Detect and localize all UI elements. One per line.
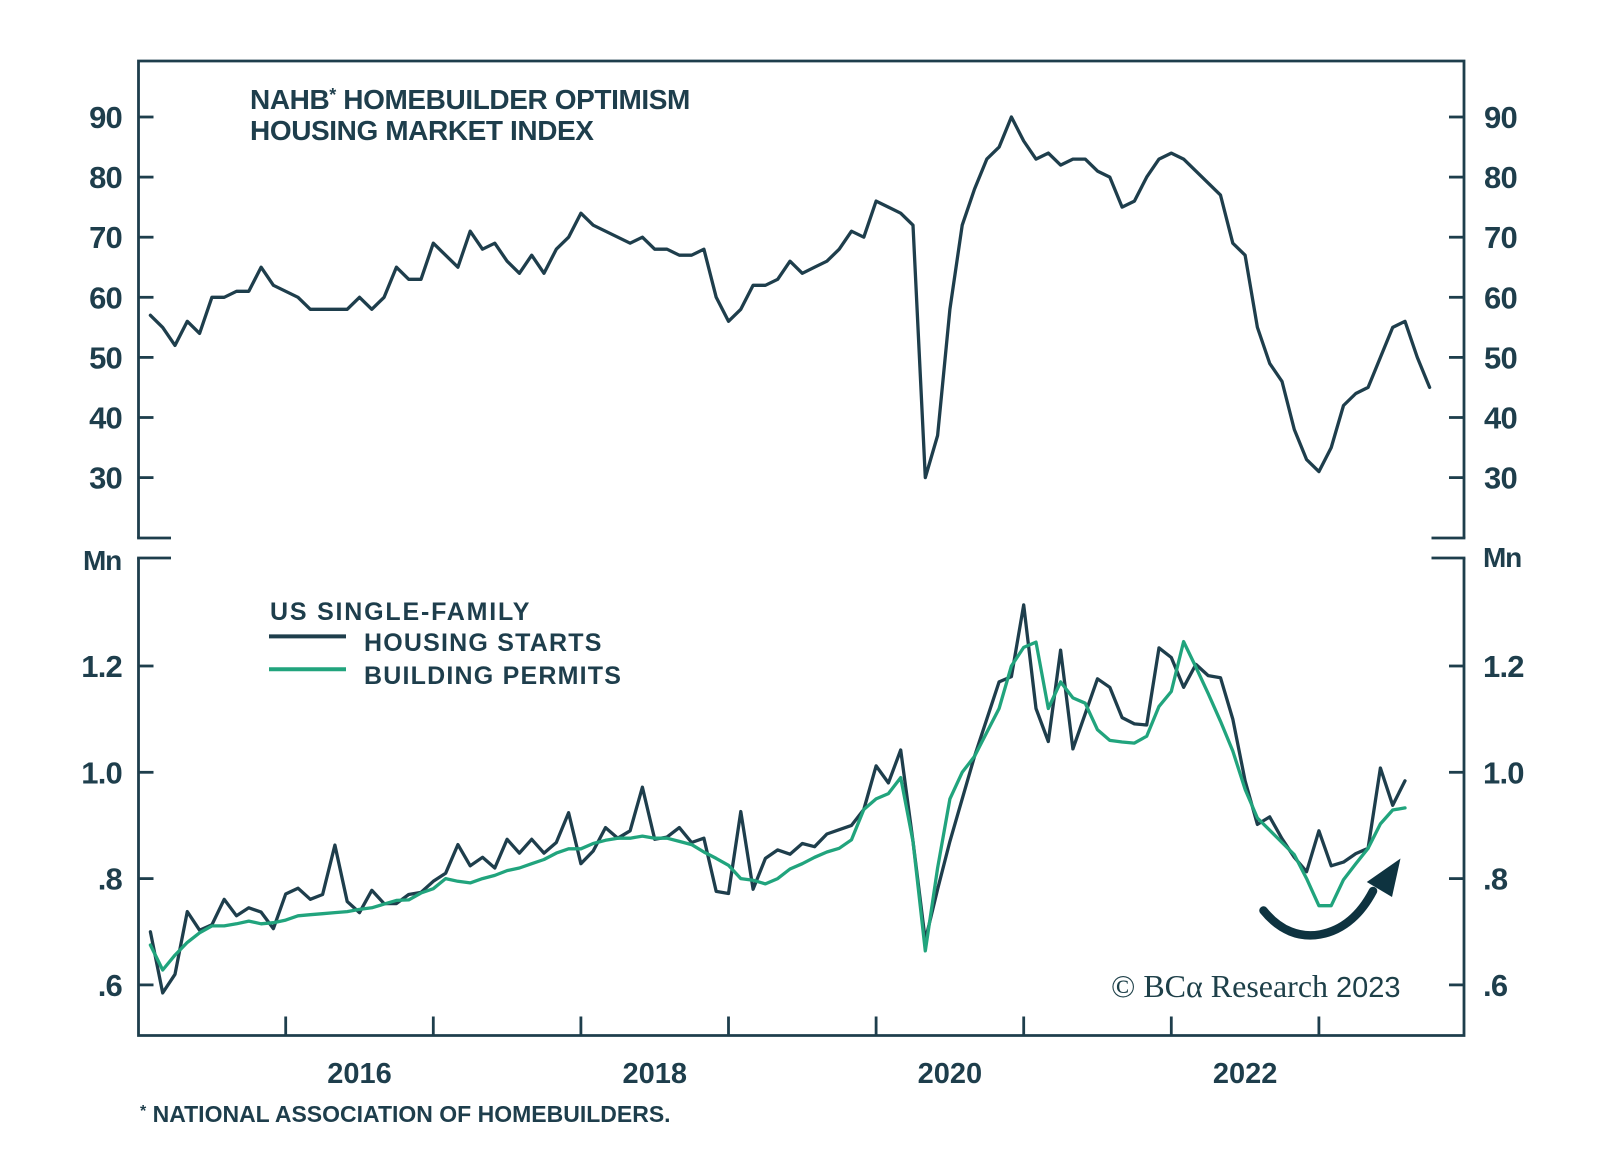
- svg-text:40: 40: [1484, 401, 1517, 436]
- svg-text:* NATIONAL ASSOCIATION OF HOME: * NATIONAL ASSOCIATION OF HOMEBUILDERS.: [140, 1101, 671, 1127]
- svg-text:Mn: Mn: [1483, 542, 1521, 573]
- svg-text:70: 70: [1484, 220, 1517, 255]
- svg-text:© BCα Research 2023: © BCα Research 2023: [1111, 968, 1401, 1004]
- svg-text:HOUSING STARTS: HOUSING STARTS: [364, 629, 603, 657]
- svg-text:2022: 2022: [1213, 1058, 1278, 1090]
- svg-text:1.0: 1.0: [81, 755, 122, 790]
- svg-text:.8: .8: [98, 862, 123, 897]
- svg-text:US SINGLE-FAMILY: US SINGLE-FAMILY: [270, 598, 531, 626]
- svg-text:30: 30: [89, 461, 122, 496]
- svg-text:Mn: Mn: [83, 545, 121, 576]
- svg-text:30: 30: [1484, 461, 1517, 496]
- svg-text:.6: .6: [98, 968, 123, 1003]
- svg-text:HOUSING MARKET INDEX: HOUSING MARKET INDEX: [250, 115, 594, 146]
- svg-text:50: 50: [89, 340, 122, 375]
- svg-text:40: 40: [89, 401, 122, 436]
- svg-text:2020: 2020: [918, 1058, 983, 1090]
- svg-text:2016: 2016: [327, 1058, 392, 1090]
- svg-text:90: 90: [89, 100, 122, 135]
- svg-text:50: 50: [1484, 340, 1517, 375]
- svg-text:1.2: 1.2: [81, 649, 122, 684]
- svg-text:NAHB* HOMEBUILDER OPTIMISM: NAHB* HOMEBUILDER OPTIMISM: [250, 84, 690, 115]
- svg-text:.8: .8: [1483, 862, 1508, 897]
- svg-text:80: 80: [1484, 160, 1517, 195]
- svg-text:60: 60: [1484, 280, 1517, 315]
- svg-text:.6: .6: [1483, 968, 1508, 1003]
- svg-text:BUILDING PERMITS: BUILDING PERMITS: [364, 662, 622, 690]
- svg-text:90: 90: [1484, 100, 1517, 135]
- svg-text:80: 80: [89, 160, 122, 195]
- svg-text:60: 60: [89, 280, 122, 315]
- svg-text:70: 70: [89, 220, 122, 255]
- svg-text:1.2: 1.2: [1483, 649, 1524, 684]
- svg-text:2018: 2018: [622, 1058, 687, 1090]
- svg-text:1.0: 1.0: [1483, 755, 1524, 790]
